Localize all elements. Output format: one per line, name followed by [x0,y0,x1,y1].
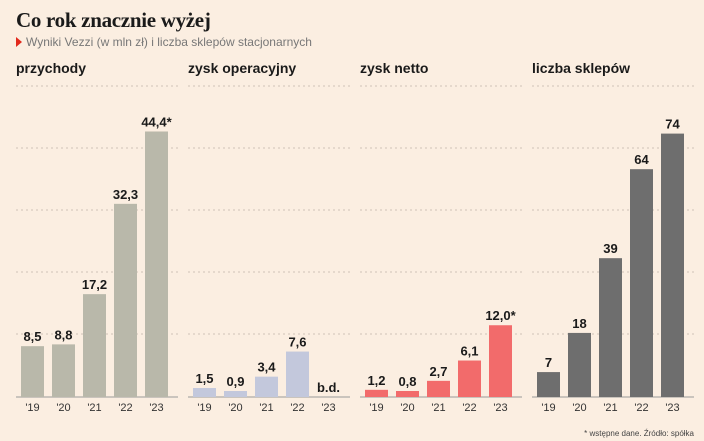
bar [489,325,512,397]
tick-label: '19 [369,402,383,414]
triangle-bullet-icon [16,37,22,47]
footnote: * wstępne dane. Źródło: spółka [584,429,694,438]
data-label: 0,9 [226,374,244,389]
data-label: 17,2 [82,277,107,292]
bar [630,169,653,397]
chart-title: Co rok znacznie wyżej [16,8,211,32]
tick-label: '20 [228,402,242,414]
tick-label: '23 [665,402,679,414]
bar [193,388,216,397]
data-label: 12,0* [485,308,516,323]
bar [255,376,278,397]
data-label: 2,7 [429,364,447,379]
tick-label: '19 [25,402,39,414]
data-label: 64 [634,152,649,167]
data-label: 0,8 [398,374,416,389]
panel-title: liczba sklepów [532,60,630,76]
bar [599,258,622,397]
data-label: 7,6 [288,335,306,350]
tick-label: '23 [321,402,335,414]
tick-label: '22 [634,402,648,414]
tick-label: '21 [259,402,273,414]
data-label: 44,4* [141,114,172,129]
bar [568,332,591,397]
data-label: 32,3 [113,187,138,202]
bar [286,351,309,397]
data-label: 1,5 [195,371,213,386]
tick-label: '22 [462,402,476,414]
tick-label: '20 [56,402,70,414]
panel-title: zysk operacyjny [188,60,296,76]
subtitle-text: Wyniki Vezzi (w mln zł) i liczba sklepów… [26,35,312,49]
data-label: 3,4 [257,360,276,375]
data-label: b.d. [317,380,340,395]
bar [427,380,450,397]
tick-label: '20 [572,402,586,414]
data-label: 1,2 [367,373,385,388]
bar [537,372,560,397]
data-label: 74 [665,117,680,132]
tick-label: '23 [149,402,163,414]
tick-label: '22 [118,402,132,414]
bar [114,203,137,397]
bar [52,344,75,397]
tick-label: '20 [400,402,414,414]
bar [365,389,388,397]
data-label: 7 [545,355,552,370]
tick-label: '21 [603,402,617,414]
panel-title: zysk netto [360,60,428,76]
bar [224,391,247,397]
data-label: 18 [572,316,586,331]
bar [458,360,481,397]
bar [661,133,684,397]
data-label: 6,1 [460,344,478,359]
tick-label: '23 [493,402,507,414]
panel-title: przychody [16,60,86,76]
tick-label: '21 [431,402,445,414]
tick-label: '19 [541,402,555,414]
tick-label: '21 [87,402,101,414]
bar [145,131,168,397]
chart-subtitle: Wyniki Vezzi (w mln zł) i liczba sklepów… [16,35,312,49]
bar [396,391,419,397]
bar [83,294,106,397]
tick-label: '19 [197,402,211,414]
data-label: 39 [603,241,617,256]
bar [21,346,44,397]
tick-label: '22 [290,402,304,414]
data-label: 8,8 [54,327,72,342]
data-label: 8,5 [23,329,41,344]
